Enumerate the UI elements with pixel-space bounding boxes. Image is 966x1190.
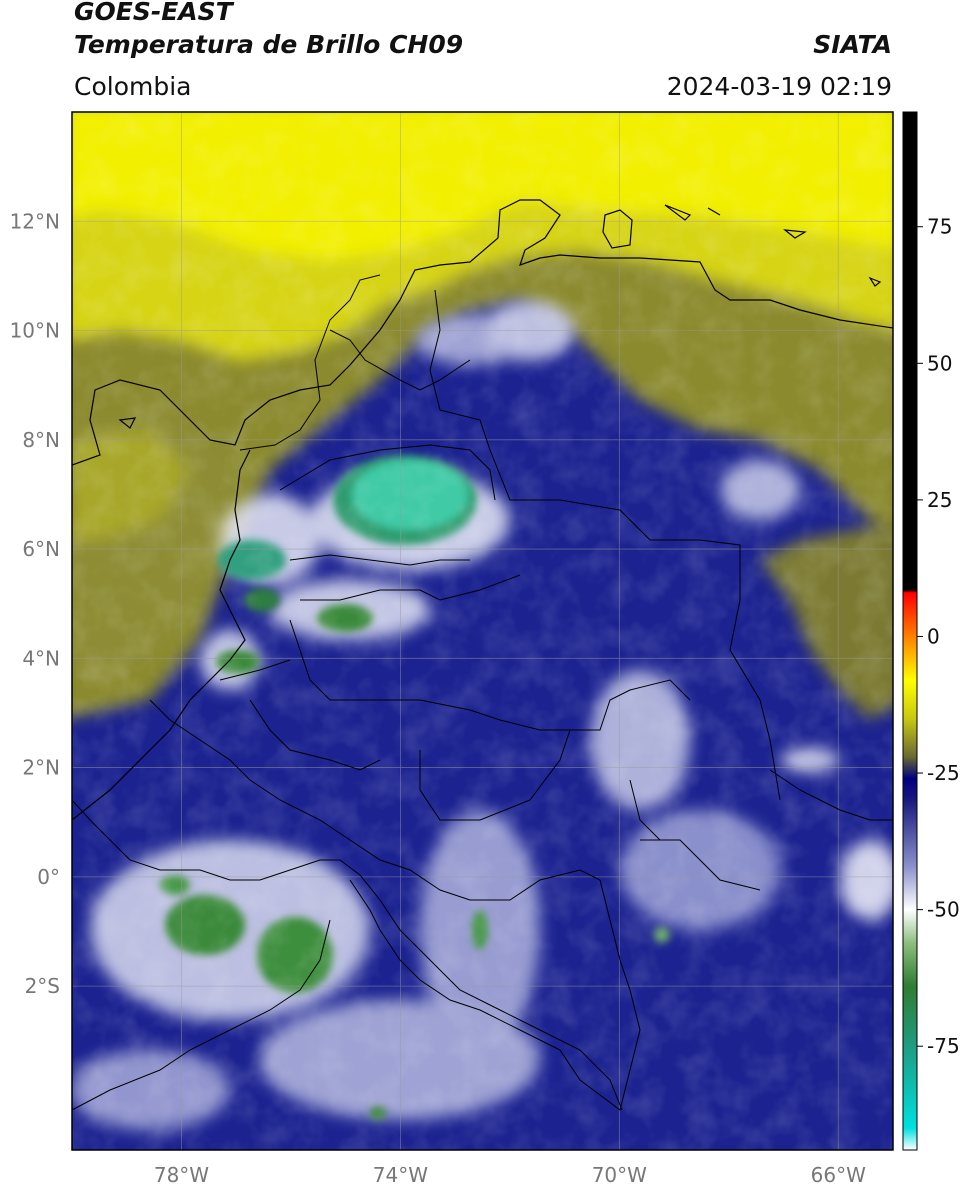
colorbar-tick-label: 0 bbox=[927, 624, 940, 648]
colorbar-tick-label: -25 bbox=[927, 761, 960, 785]
latitude-tick-label: 8°N bbox=[22, 428, 60, 452]
map-frame bbox=[71, 111, 894, 1151]
longitude-tick-label: 78°W bbox=[154, 1163, 209, 1187]
latitude-tick-labels: 12°N 10°N 8°N 6°N 4°N 2°N 0° 2°S bbox=[10, 209, 60, 998]
map-subtitle: Temperatura de Brillo CH09 bbox=[74, 30, 464, 59]
colorbar-tick-label: 75 bbox=[927, 215, 952, 239]
latitude-tick-label: 12°N bbox=[10, 209, 60, 233]
latitude-tick-label: 2°S bbox=[25, 974, 60, 998]
graticule bbox=[72, 112, 893, 1150]
coastlines bbox=[72, 199, 893, 821]
datetime-label: 2024-03-19 02:19 bbox=[666, 72, 892, 101]
latitude-tick-label: 4°N bbox=[22, 646, 60, 670]
map-title: GOES-EAST bbox=[74, 0, 233, 26]
longitude-tick-label: 70°W bbox=[592, 1163, 647, 1187]
latitude-tick-label: 2°N bbox=[22, 756, 60, 780]
latitude-tick-label: 6°N bbox=[22, 537, 60, 561]
colorbar-tick-label: -50 bbox=[927, 898, 960, 922]
brightness-temperature-field bbox=[72, 112, 893, 1150]
colorbar-tick-label: 50 bbox=[927, 351, 952, 375]
colorbar-tick-label: 25 bbox=[927, 488, 952, 512]
region-label: Colombia bbox=[74, 72, 192, 101]
colorbar-tick-label: -75 bbox=[927, 1034, 960, 1058]
colorbar-ticks: 75 50 25 0 -25 -50 -75 bbox=[917, 215, 960, 1058]
longitude-tick-labels: 78°W 74°W 70°W 66°W bbox=[154, 1163, 866, 1187]
longitude-tick-label: 66°W bbox=[811, 1163, 866, 1187]
longitude-tick-label: 74°W bbox=[373, 1163, 428, 1187]
source-label: SIATA bbox=[813, 30, 892, 59]
latitude-tick-label: 10°N bbox=[10, 319, 60, 343]
borders bbox=[72, 274, 893, 1111]
colorbar-gradient bbox=[902, 111, 918, 1151]
latitude-tick-label: 0° bbox=[37, 865, 60, 889]
